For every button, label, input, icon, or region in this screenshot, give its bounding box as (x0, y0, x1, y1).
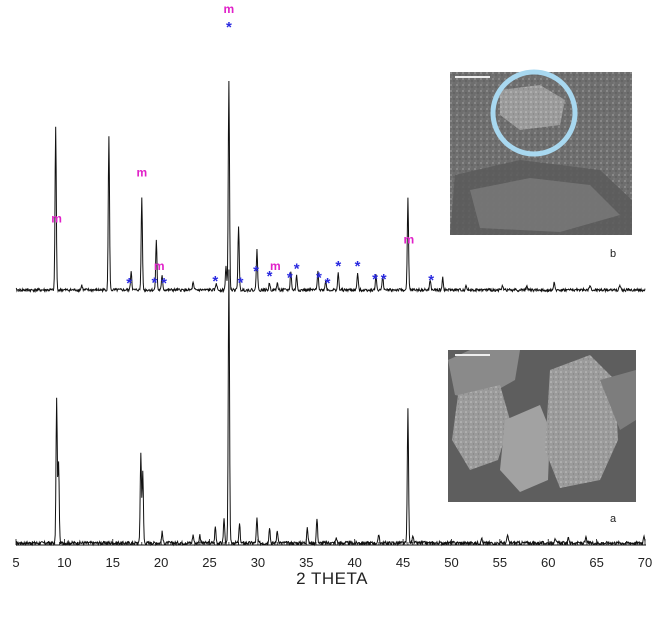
star-marker: * (253, 263, 259, 280)
x-axis-label: 2 THETA (296, 569, 368, 588)
x-axis-tick-labels: 5 10 15 20 25 30 35 40 45 50 55 60 65 70 (12, 555, 652, 570)
star-marker: * (355, 258, 361, 275)
tick-label: 40 (347, 555, 361, 570)
star-marker: * (126, 275, 132, 292)
star-marker: * (335, 258, 341, 275)
star-annotations: * * * **** * *** ** ** * * (126, 19, 434, 292)
m-marker: m (136, 165, 147, 179)
star-marker: * (226, 19, 232, 36)
sem-image-b (450, 69, 632, 235)
tick-label: 70 (638, 555, 652, 570)
star-marker: * (381, 271, 387, 288)
tick-label: 15 (106, 555, 120, 570)
tick-label: 10 (57, 555, 71, 570)
m-annotations: m m m m m m (51, 2, 414, 273)
tick-label: 30 (251, 555, 265, 570)
star-marker: * (161, 275, 167, 292)
tick-label: 35 (299, 555, 313, 570)
star-marker: * (316, 269, 322, 286)
star-marker: * (287, 269, 293, 286)
tick-label: 5 (12, 555, 19, 570)
tick-label: 50 (444, 555, 458, 570)
tick-label: 55 (493, 555, 507, 570)
star-marker: * (428, 272, 434, 289)
series-line-a (15, 269, 646, 547)
tick-label: 65 (589, 555, 603, 570)
panel-label-a: a (610, 513, 617, 525)
tick-label: 60 (541, 555, 555, 570)
m-marker: m (224, 2, 235, 16)
tick-label: 20 (154, 555, 168, 570)
star-marker: * (294, 261, 300, 278)
m-marker: m (51, 212, 62, 226)
star-marker: * (238, 275, 244, 292)
panel-label-b: b (610, 248, 616, 260)
series-line-b (15, 80, 646, 294)
sem-image-a (448, 350, 636, 502)
star-marker: * (212, 273, 218, 290)
star-marker: * (372, 271, 378, 288)
m-marker: m (154, 259, 165, 273)
m-marker: m (270, 259, 281, 273)
highlight-circle (490, 69, 578, 157)
star-marker: * (267, 268, 273, 285)
m-marker: m (404, 232, 415, 246)
star-marker: * (325, 275, 331, 292)
tick-label: 25 (202, 555, 216, 570)
tick-label: 45 (396, 555, 410, 570)
star-marker: * (151, 275, 157, 292)
